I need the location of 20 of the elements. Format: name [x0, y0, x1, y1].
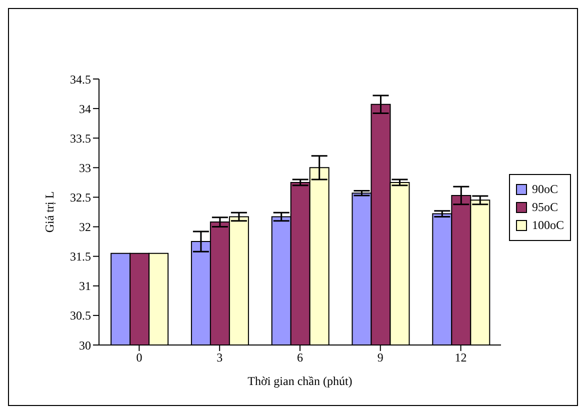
x-tick-label: 12 — [454, 350, 467, 365]
y-tick-label: 34 — [79, 102, 91, 116]
x-tick-label: 9 — [377, 350, 384, 365]
y-tick-label: 32 — [79, 220, 91, 234]
x-tick-label: 6 — [296, 350, 303, 365]
y-tick-label: 33.5 — [70, 131, 91, 146]
x-tick-label: 3 — [216, 350, 223, 365]
y-tick-label: 30 — [79, 338, 91, 352]
x-axis-title: Thời gian chần (phút) — [248, 374, 352, 388]
y-tick-label: 30.5 — [70, 308, 91, 323]
y-tick-label: 34.5 — [70, 72, 91, 86]
y-tick-label: 33 — [79, 160, 91, 175]
y-axis-title: Giá trị L — [42, 191, 56, 233]
legend-label: 90oC — [532, 182, 558, 196]
legend-label: 95oC — [532, 200, 558, 214]
y-tick-label: 31 — [79, 279, 91, 294]
y-tick-label: 31.5 — [70, 250, 91, 264]
y-tick-label: 32.5 — [70, 190, 91, 204]
legend-label: 100oC — [532, 218, 564, 232]
x-tick-label: 0 — [136, 350, 142, 365]
